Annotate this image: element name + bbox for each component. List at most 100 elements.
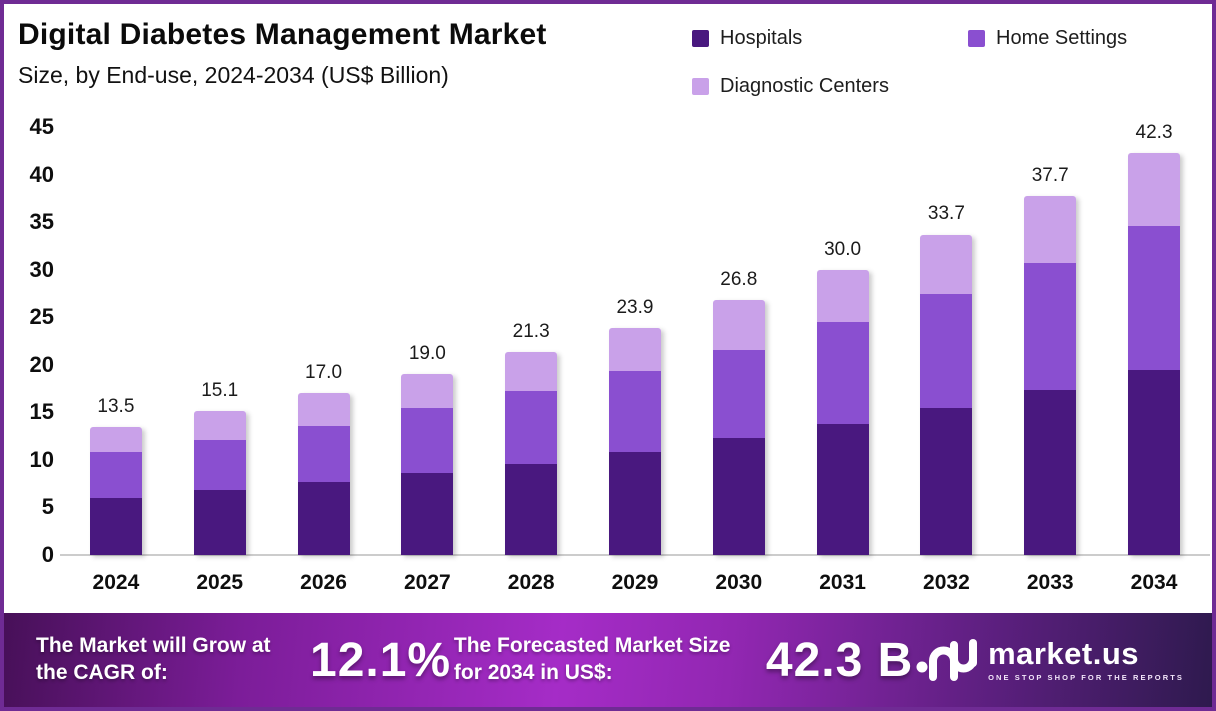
x-axis-labels: 2024 2025 2026 2027 2028 2029 2030 2031 2032 2033… — [64, 571, 1206, 595]
bar-segment-home-settings — [89, 452, 142, 498]
x-axis-line — [60, 554, 1210, 556]
x-axis-label-2026: 2026 — [300, 571, 347, 594]
stacked-bar-2027 — [401, 374, 454, 555]
bar-segment-home-settings — [297, 425, 350, 482]
bar-segment-hospitals — [712, 438, 765, 555]
bar-series-container: 13.5 15.1 17.0 19.0 21.3 23.9 26.8 30.0 33.7 37.7… — [64, 122, 1206, 555]
legend-swatch-icon — [692, 29, 709, 47]
legend-swatch-icon — [692, 77, 709, 95]
forecast-stat: The Forecasted Market Size for 2034 in U… — [454, 633, 913, 688]
logo-name: market.us — [988, 636, 1140, 671]
x-axis-label-2028: 2028 — [507, 571, 555, 594]
chart-legend: Hospitals Home Settings Diagnostic Centers — [692, 24, 1127, 100]
y-tick-label: 15 — [29, 399, 54, 425]
x-axis-label-2029: 2029 — [611, 571, 659, 594]
chart-subtitle: Size, by End-use, 2024-2034 (US$ Billion… — [18, 62, 449, 88]
bar-slot: 30.0 — [791, 127, 895, 555]
y-tick-label: 0 — [41, 542, 54, 567]
bar-segment-diagnostic-centers — [608, 327, 661, 371]
forecast-value: 42.3 B — [765, 633, 914, 687]
legend-label: Home Settings — [996, 26, 1128, 49]
x-axis-label-2030: 2030 — [715, 571, 763, 594]
bar-segment-hospitals — [608, 452, 661, 555]
bar-total-label: 21.3 — [512, 321, 550, 343]
bar-segment-diagnostic-centers — [1128, 152, 1181, 226]
cagr-value: 12.1% — [310, 633, 452, 687]
forecast-label: The Forecasted Market Size for 2034 in U… — [453, 634, 731, 684]
bar-segment-hospitals — [89, 497, 142, 555]
y-tick-label: 45 — [29, 114, 54, 139]
x-axis-label-2024: 2024 — [92, 571, 140, 594]
stacked-bar-2030 — [712, 300, 765, 555]
footer-banner: The Market will Grow at the CAGR of: 12.… — [4, 613, 1212, 707]
bar-slot: 42.3 — [1102, 122, 1206, 555]
stacked-bar-2031 — [816, 269, 869, 555]
y-axis-ticks: 0 5 10 15 20 25 30 35 40 45 — [12, 115, 54, 567]
bar-total-label: 26.8 — [720, 269, 758, 291]
legend-label: Diagnostic Centers — [720, 74, 889, 97]
bar-segment-diagnostic-centers — [505, 352, 558, 392]
bar-segment-diagnostic-centers — [920, 234, 973, 295]
bar-segment-home-settings — [608, 370, 661, 453]
x-axis-label-2034: 2034 — [1130, 571, 1178, 594]
bar-slot: 23.9 — [583, 127, 687, 555]
legend-label: Hospitals — [720, 26, 803, 49]
bar-segment-diagnostic-centers — [1024, 196, 1077, 264]
bar-segment-hospitals — [1128, 369, 1181, 555]
stacked-bar-2032 — [920, 234, 973, 555]
bar-slot: 33.7 — [895, 127, 999, 555]
bar-slot: 19.0 — [375, 127, 479, 555]
legend-swatch-icon — [968, 29, 985, 47]
bar-total-label: 13.5 — [97, 395, 135, 417]
bar-segment-hospitals — [920, 407, 973, 555]
bar-total-label: 15.1 — [201, 380, 239, 402]
y-tick-label: 30 — [29, 256, 54, 282]
bar-segment-home-settings — [193, 439, 246, 491]
y-tick-label: 5 — [41, 494, 54, 520]
chart-title: Digital Diabetes Management Market — [18, 18, 547, 51]
x-axis-label-2033: 2033 — [1026, 571, 1074, 594]
legend-item-hospitals: Hospitals — [692, 24, 968, 52]
bar-total-label: 23.9 — [616, 296, 654, 318]
bar-segment-home-settings — [712, 349, 765, 439]
stacked-bar-2028 — [505, 352, 558, 555]
stacked-bar-2029 — [608, 327, 661, 555]
bar-slot: 15.1 — [168, 127, 272, 555]
bar-segment-diagnostic-centers — [89, 426, 142, 453]
bar-segment-diagnostic-centers — [193, 411, 246, 440]
bar-segment-diagnostic-centers — [712, 300, 765, 350]
logo-text: market.us ONE STOP SHOP FOR THE REPORTS — [988, 638, 1184, 682]
legend-item-home-settings: Home Settings — [968, 24, 1127, 52]
y-tick-label: 40 — [29, 161, 54, 187]
marketus-logo[interactable]: market.us ONE STOP SHOP FOR THE REPORTS — [916, 636, 1184, 684]
stacked-bar-2033 — [1024, 196, 1077, 555]
bar-slot: 37.7 — [998, 127, 1102, 555]
stacked-bar-2034 — [1128, 152, 1181, 555]
stacked-bar-2024 — [89, 426, 142, 555]
bar-segment-hospitals — [297, 481, 350, 555]
bar-slot: 17.0 — [272, 127, 376, 555]
bar-slot: 26.8 — [687, 127, 791, 555]
bar-total-label: 33.7 — [927, 203, 965, 225]
bar-segment-home-settings — [1024, 263, 1077, 390]
cagr-stat: The Market will Grow at the CAGR of: 12.… — [36, 633, 451, 688]
bar-segment-diagnostic-centers — [297, 393, 350, 426]
bar-segment-hospitals — [193, 490, 246, 555]
bar-total-label: 42.3 — [1135, 121, 1173, 143]
bar-segment-home-settings — [816, 321, 869, 424]
bar-slot: 13.5 — [64, 127, 168, 555]
plot-area: 13.5 15.1 17.0 19.0 21.3 23.9 26.8 30.0 33.7 37.7… — [64, 122, 1206, 555]
legend-item-diagnostic-centers: Diagnostic Centers — [692, 72, 968, 100]
bar-segment-home-settings — [505, 391, 558, 464]
logo-tagline: ONE STOP SHOP FOR THE REPORTS — [988, 673, 1184, 682]
bar-total-label: 37.7 — [1031, 165, 1069, 187]
x-axis-label-2031: 2031 — [819, 571, 866, 594]
bar-total-label: 19.0 — [408, 343, 446, 365]
bar-segment-home-settings — [920, 294, 973, 408]
y-tick-label: 35 — [29, 209, 54, 235]
bar-slot: 21.3 — [479, 127, 583, 555]
y-tick-label: 20 — [29, 351, 54, 377]
stacked-bar-2025 — [193, 411, 246, 555]
stacked-bar-2026 — [297, 393, 350, 555]
